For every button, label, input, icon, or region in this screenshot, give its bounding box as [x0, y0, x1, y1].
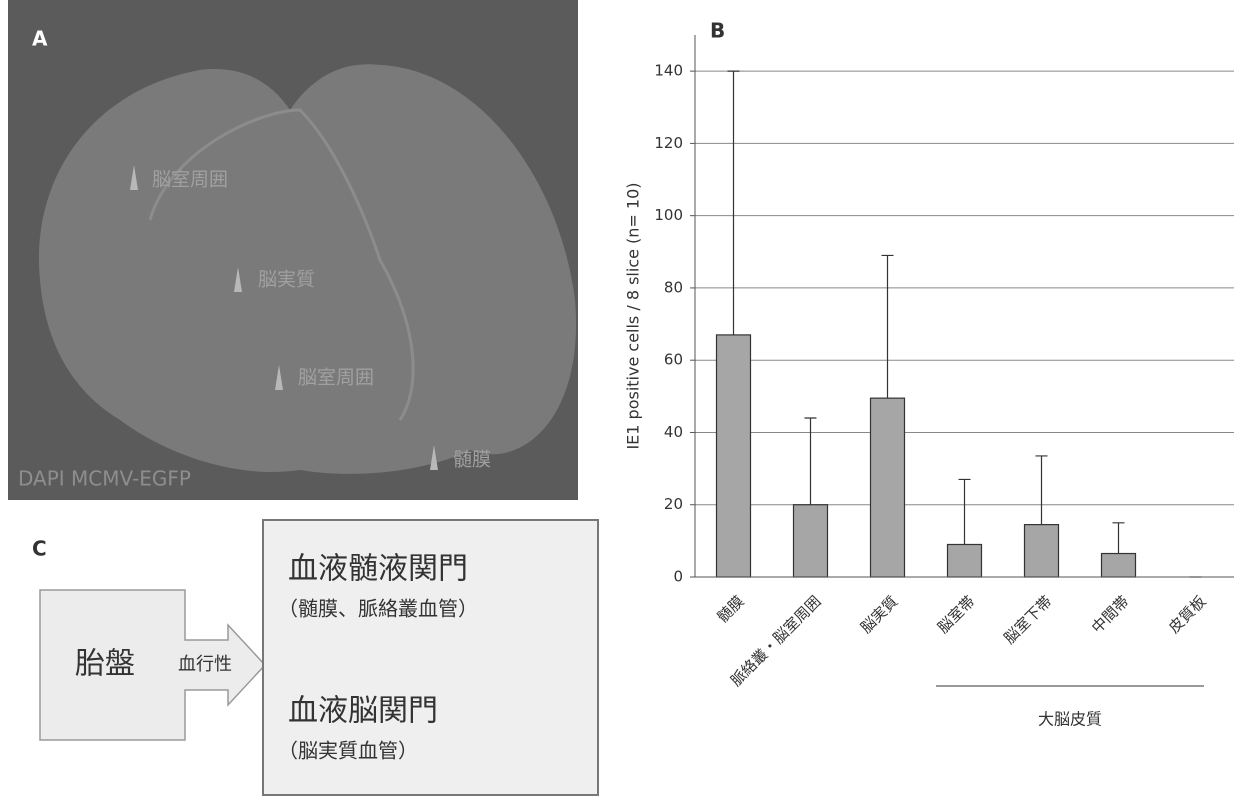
- y-tick-label: 140: [654, 62, 683, 80]
- y-tick-label: 100: [654, 206, 683, 224]
- x-tick-label: 脳室帯: [934, 592, 979, 637]
- caption: DAPI MCMV-EGFP: [18, 467, 191, 491]
- source: 胎盤: [75, 647, 135, 682]
- y-axis-title: IE1 positive cells / 8 slice (n= 10): [624, 182, 643, 449]
- y-tick-label: 80: [664, 278, 683, 296]
- y-tick-label: 40: [664, 423, 683, 441]
- error-bar: [1113, 523, 1125, 554]
- error-bar: [805, 418, 817, 505]
- error-bar: [959, 479, 971, 544]
- barrier-detail: （脳実質血管）: [278, 739, 418, 763]
- bar: [1102, 554, 1136, 577]
- barrier-detail: （髄膜、脈絡叢血管）: [278, 597, 478, 621]
- annotation: 髄膜: [453, 449, 491, 471]
- y-tick-label: 60: [664, 351, 683, 369]
- bar: [948, 544, 982, 577]
- bar: [717, 335, 751, 577]
- error-bar: [1036, 456, 1048, 525]
- annotation: 脳室周囲: [298, 367, 374, 389]
- x-tick-label: 脳室下帯: [1000, 592, 1055, 647]
- figure: A 脳室周囲 脳実質 脳室周囲 髄膜 DAPI MCMV-EGFP C 胎盤 血…: [0, 0, 1242, 801]
- annotation: 脳室周囲: [152, 169, 228, 191]
- panel-label: B: [710, 19, 725, 43]
- annotation: 脳実質: [258, 269, 315, 291]
- error-bar: [882, 255, 894, 398]
- x-tick-label: 髄膜: [714, 592, 748, 626]
- barrier-title: 血液脳関門: [288, 694, 438, 729]
- bar: [871, 398, 905, 577]
- barrier-title: 血液髄液関門: [288, 552, 468, 587]
- panel-label: A: [32, 27, 48, 51]
- panel-label: C: [32, 537, 47, 561]
- bar: [794, 505, 828, 577]
- route: 血行性: [178, 654, 232, 675]
- group-label: 大脳皮質: [1038, 710, 1102, 729]
- y-tick-label: 20: [664, 495, 683, 513]
- y-tick-label: 0: [673, 568, 683, 586]
- x-tick-label: 皮質板: [1165, 592, 1210, 637]
- bar: [1025, 525, 1059, 577]
- error-bar: [728, 71, 740, 335]
- x-tick-label: 中間帯: [1088, 592, 1133, 637]
- x-tick-label: 脳実質: [857, 592, 902, 637]
- y-tick-label: 120: [654, 134, 683, 152]
